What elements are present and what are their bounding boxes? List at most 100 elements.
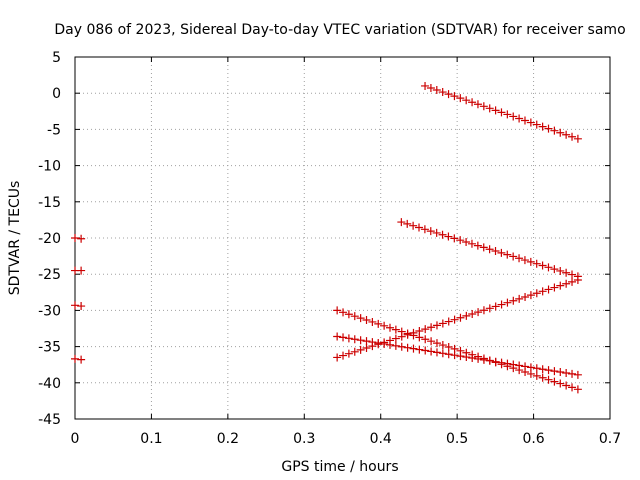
- data-point: [432, 86, 441, 95]
- data-point: [468, 310, 477, 319]
- data-point: [526, 118, 535, 127]
- data-point: [391, 334, 400, 343]
- y-tick-label: 0: [52, 86, 61, 102]
- data-point: [397, 218, 406, 227]
- data-point: [538, 365, 547, 374]
- data-point: [344, 310, 353, 319]
- data-point: [362, 344, 371, 353]
- data-point: [509, 360, 518, 369]
- data-point: [450, 351, 459, 360]
- x-tick-label: 0.5: [446, 431, 468, 447]
- data-point: [462, 237, 471, 246]
- data-point: [544, 366, 553, 375]
- data-point: [374, 319, 383, 328]
- data-point: [432, 228, 441, 237]
- y-tick-label: -35: [38, 340, 61, 356]
- data-point: [362, 337, 371, 346]
- data-point: [350, 347, 359, 356]
- data-point: [473, 241, 482, 250]
- y-tick-label: -45: [38, 412, 61, 428]
- data-point: [550, 126, 559, 135]
- data-point: [468, 98, 477, 107]
- data-point: [71, 354, 79, 363]
- data-point: [573, 385, 582, 394]
- data-point: [397, 327, 406, 336]
- data-point: [562, 268, 571, 277]
- data-point: [421, 335, 430, 344]
- data-point: [403, 219, 412, 228]
- data-point: [568, 270, 577, 279]
- data-point: [456, 94, 465, 103]
- data-points: [71, 81, 582, 394]
- data-point: [421, 346, 430, 355]
- data-point: [391, 341, 400, 350]
- y-tick-label: -40: [38, 376, 61, 392]
- data-point: [521, 362, 530, 371]
- data-point: [462, 96, 471, 105]
- data-point: [356, 336, 365, 345]
- y-axis-label: SDTVAR / TECUs: [7, 181, 23, 296]
- data-point: [515, 254, 524, 263]
- data-point: [550, 283, 559, 292]
- data-point: [77, 355, 86, 364]
- data-point: [368, 338, 377, 347]
- data-point: [544, 375, 553, 384]
- data-point: [403, 343, 412, 352]
- data-point: [339, 351, 348, 360]
- data-point: [438, 319, 447, 328]
- data-point: [538, 373, 547, 382]
- data-point: [385, 323, 394, 332]
- data-point: [474, 354, 483, 363]
- data-point: [427, 323, 436, 332]
- data-point: [573, 275, 582, 284]
- data-point: [515, 114, 524, 123]
- data-point: [368, 317, 377, 326]
- data-point: [491, 247, 500, 256]
- data-point: [450, 92, 459, 101]
- data-point: [350, 335, 359, 344]
- data-point: [467, 239, 476, 248]
- data-point: [509, 296, 518, 305]
- data-point: [77, 266, 86, 275]
- data-point: [532, 289, 541, 298]
- data-point: [562, 279, 571, 288]
- data-point: [521, 292, 530, 301]
- data-point: [568, 383, 577, 392]
- data-point: [515, 361, 524, 370]
- data-point: [409, 331, 418, 340]
- data-point: [503, 298, 512, 307]
- data-point: [544, 263, 553, 272]
- data-point: [450, 234, 459, 243]
- data-point: [520, 256, 529, 265]
- data-point: [468, 353, 477, 362]
- data-point: [421, 325, 430, 334]
- x-tick-label: 0.4: [370, 431, 392, 447]
- data-point: [538, 261, 547, 270]
- data-point: [556, 128, 565, 137]
- data-point: [415, 345, 424, 354]
- data-point: [562, 130, 571, 139]
- data-point: [444, 232, 453, 241]
- data-point: [491, 357, 500, 366]
- data-point: [426, 83, 435, 92]
- data-point: [526, 257, 535, 266]
- y-tick-label: -25: [38, 267, 61, 283]
- data-point: [333, 353, 342, 362]
- data-point: [362, 316, 371, 325]
- y-tick-label: -20: [38, 231, 61, 247]
- data-point: [568, 132, 577, 141]
- data-point: [438, 88, 447, 97]
- data-point: [485, 304, 494, 313]
- data-point: [485, 104, 494, 113]
- data-point: [356, 314, 365, 323]
- data-point: [573, 370, 582, 379]
- data-point: [444, 350, 453, 359]
- data-point: [497, 358, 506, 367]
- x-tick-label: 0.6: [522, 431, 544, 447]
- data-point: [333, 306, 342, 315]
- data-point: [432, 339, 441, 348]
- data-point: [427, 337, 436, 346]
- data-point: [456, 313, 465, 322]
- data-point: [415, 223, 424, 232]
